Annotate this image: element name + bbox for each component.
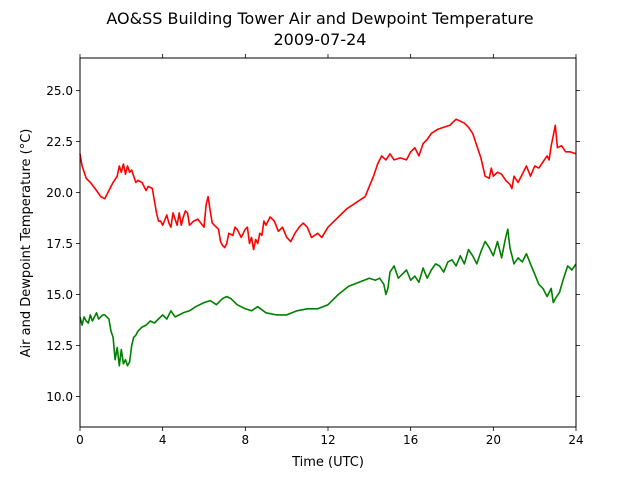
- y-axis-label: Air and Dewpoint Temperature (°C): [19, 129, 34, 358]
- x-tick-label: 8: [242, 433, 250, 447]
- x-tick-label: 4: [159, 433, 167, 447]
- x-tick-label: 12: [320, 433, 335, 447]
- y-tick-label: 22.5: [46, 135, 73, 149]
- x-tick-label: 24: [568, 433, 583, 447]
- plot-frame: [79, 57, 577, 428]
- x-axis-label: Time (UTC): [291, 455, 364, 470]
- x-tick-label: 0: [76, 433, 84, 447]
- y-tick-label: 15.0: [46, 288, 73, 302]
- y-tick-label: 10.0: [46, 390, 73, 404]
- x-tick-label: 20: [486, 433, 501, 447]
- y-tick-label: 17.5: [46, 237, 73, 251]
- y-tick-label: 12.5: [46, 339, 73, 353]
- series-line-0: [79, 118, 577, 251]
- chart-subtitle: 2009-07-24: [274, 30, 367, 49]
- series-line-1: [79, 228, 577, 367]
- x-tick-label: 16: [403, 433, 418, 447]
- plot-area: 0 4 8 12 16 20 24 10.0 12.5 15.0 17.5 20.0 22.5 25.0: [46, 54, 584, 447]
- y-tick-label: 20.0: [46, 186, 73, 200]
- y-tick-label: 25.0: [46, 84, 73, 98]
- chart-title: AO&SS Building Tower Air and Dewpoint Te…: [106, 9, 533, 28]
